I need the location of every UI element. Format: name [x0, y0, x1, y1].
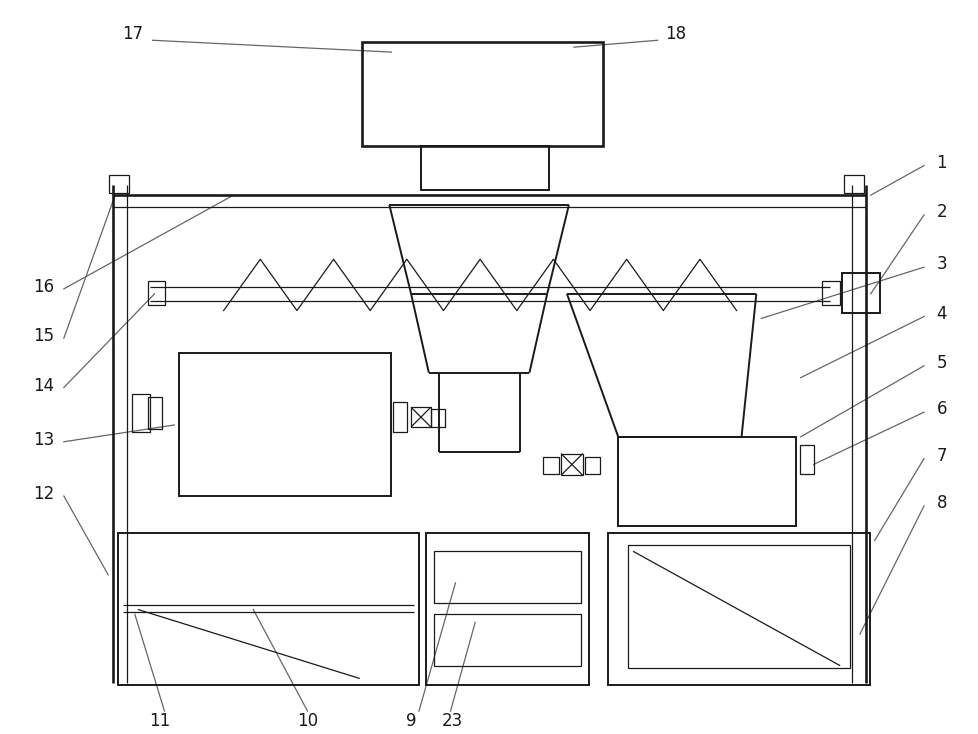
Bar — [430, 409, 444, 427]
Bar — [433, 551, 580, 603]
Text: 18: 18 — [664, 26, 686, 43]
Bar — [822, 281, 839, 305]
Text: 4: 4 — [936, 305, 946, 322]
Text: 17: 17 — [122, 26, 144, 43]
Bar — [543, 457, 558, 474]
Text: 16: 16 — [33, 278, 55, 296]
Bar — [148, 281, 165, 305]
Text: 8: 8 — [936, 494, 946, 512]
Text: 14: 14 — [33, 377, 55, 395]
Bar — [421, 146, 549, 190]
Text: 11: 11 — [149, 712, 170, 730]
Bar — [617, 437, 795, 526]
Text: 12: 12 — [33, 485, 55, 503]
Bar — [425, 534, 588, 686]
Text: 10: 10 — [296, 712, 318, 730]
Bar — [799, 445, 813, 474]
Text: 6: 6 — [936, 400, 946, 418]
Bar — [560, 454, 582, 476]
Text: 3: 3 — [936, 255, 946, 273]
Text: 15: 15 — [33, 327, 55, 345]
Bar — [362, 43, 602, 146]
Bar — [148, 397, 161, 429]
Text: 2: 2 — [936, 203, 946, 221]
Bar — [843, 175, 863, 193]
Bar — [584, 457, 600, 474]
Bar — [393, 402, 407, 432]
Text: 13: 13 — [33, 431, 55, 448]
Bar — [411, 407, 430, 427]
Bar — [841, 273, 879, 313]
Bar — [118, 534, 419, 686]
Bar — [607, 534, 868, 686]
Text: 5: 5 — [936, 354, 946, 372]
Text: 23: 23 — [441, 712, 463, 730]
Bar — [433, 614, 580, 666]
Text: 1: 1 — [936, 153, 946, 172]
Bar — [132, 394, 150, 432]
Bar — [110, 175, 129, 193]
Bar — [179, 353, 391, 496]
Bar — [628, 545, 849, 668]
Text: 7: 7 — [936, 446, 946, 465]
Text: 9: 9 — [406, 712, 416, 730]
